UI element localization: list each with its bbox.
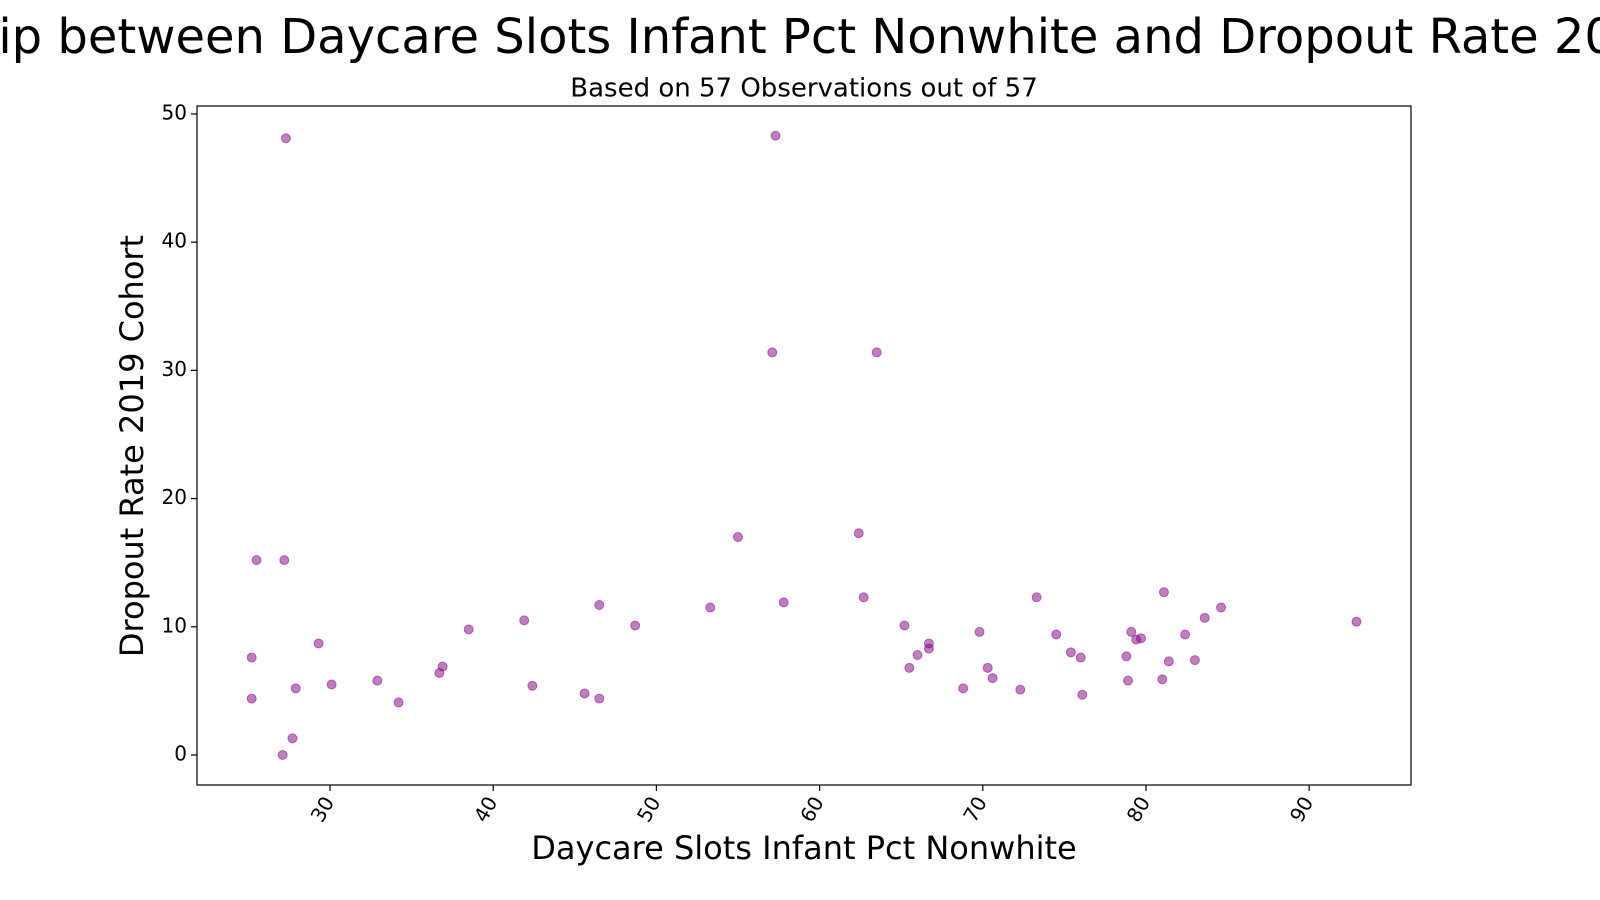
x-axis-label: Daycare Slots Infant Pct Nonwhite bbox=[531, 829, 1076, 867]
point bbox=[853, 528, 864, 539]
point bbox=[372, 675, 383, 686]
point bbox=[778, 597, 789, 608]
point bbox=[904, 662, 915, 673]
point bbox=[280, 133, 291, 144]
point bbox=[594, 599, 605, 610]
point bbox=[251, 555, 262, 566]
x-tick-label: 90 bbox=[1285, 792, 1319, 826]
plot-frame bbox=[196, 105, 1412, 786]
point bbox=[705, 602, 716, 613]
point bbox=[732, 532, 743, 543]
point bbox=[770, 130, 781, 141]
chart-subtitle: Based on 57 Observations out of 57 bbox=[570, 74, 1037, 104]
point bbox=[277, 749, 288, 760]
x-tick-label: 30 bbox=[306, 792, 340, 826]
point bbox=[1051, 629, 1062, 640]
point bbox=[1031, 592, 1042, 603]
point bbox=[463, 624, 474, 635]
point bbox=[437, 661, 448, 672]
point bbox=[1158, 587, 1169, 598]
point bbox=[1121, 651, 1132, 662]
point bbox=[630, 620, 641, 631]
y-tick-label: 40 bbox=[162, 229, 187, 253]
x-tick-label: 40 bbox=[469, 792, 503, 826]
point bbox=[1065, 647, 1076, 658]
point bbox=[393, 697, 404, 708]
point bbox=[1136, 633, 1147, 644]
point bbox=[1157, 674, 1168, 685]
point bbox=[246, 652, 257, 663]
y-tick-label: 0 bbox=[174, 741, 187, 765]
point bbox=[1189, 655, 1200, 666]
point bbox=[987, 673, 998, 684]
point bbox=[858, 592, 869, 603]
x-tick-label: 60 bbox=[795, 792, 829, 826]
x-tick-label: 70 bbox=[958, 792, 992, 826]
point bbox=[1163, 656, 1174, 667]
point bbox=[594, 693, 605, 704]
point bbox=[974, 626, 985, 637]
point bbox=[313, 638, 324, 649]
point bbox=[1015, 684, 1026, 695]
point bbox=[923, 643, 934, 654]
y-tick-label: 30 bbox=[162, 357, 187, 381]
x-tick-label: 80 bbox=[1122, 792, 1156, 826]
point bbox=[1077, 689, 1088, 700]
point bbox=[1216, 602, 1227, 613]
point bbox=[899, 620, 910, 631]
x-tick-label: 50 bbox=[632, 792, 666, 826]
y-tick-label: 10 bbox=[162, 613, 187, 637]
point bbox=[912, 649, 923, 660]
point bbox=[287, 733, 298, 744]
point bbox=[958, 683, 969, 694]
point bbox=[1123, 675, 1134, 686]
chart-title: Relationship between Daycare Slots Infan… bbox=[0, 9, 1600, 65]
point bbox=[279, 555, 290, 566]
point bbox=[871, 347, 882, 358]
point bbox=[1351, 616, 1362, 627]
point bbox=[519, 615, 530, 626]
y-tick-label: 20 bbox=[162, 485, 187, 509]
point bbox=[579, 688, 590, 699]
point bbox=[1199, 612, 1210, 623]
point bbox=[246, 693, 257, 704]
point bbox=[326, 679, 337, 690]
point bbox=[1075, 652, 1086, 663]
point bbox=[527, 680, 538, 691]
point bbox=[1180, 629, 1191, 640]
point bbox=[290, 683, 301, 694]
point bbox=[982, 662, 993, 673]
point bbox=[767, 347, 778, 358]
point bbox=[1126, 626, 1137, 637]
y-tick-label: 50 bbox=[162, 100, 187, 124]
y-axis-label: Dropout Rate 2019 Cohort bbox=[113, 235, 151, 657]
